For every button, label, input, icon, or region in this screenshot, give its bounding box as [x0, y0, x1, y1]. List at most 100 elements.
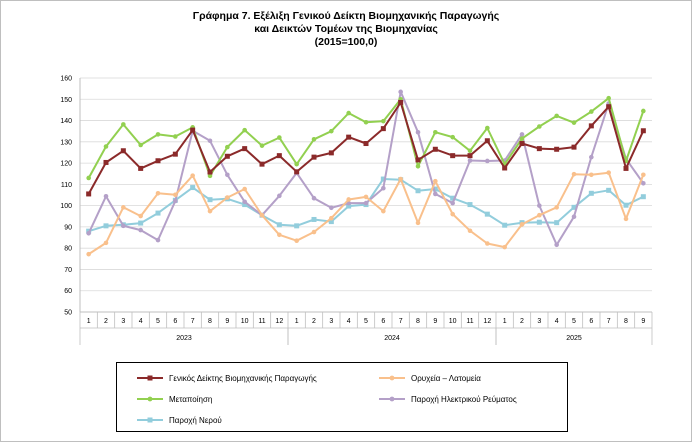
- data-point: [554, 113, 559, 119]
- data-point: [155, 132, 161, 137]
- data-point: [138, 227, 143, 233]
- data-point: [554, 146, 560, 152]
- x-tick-label: 1: [295, 318, 299, 325]
- data-point: [207, 208, 213, 214]
- legend-item: Παροχή Νερού: [137, 413, 222, 427]
- year-label: 2025: [566, 335, 582, 342]
- x-tick-label: 4: [347, 318, 351, 325]
- data-point: [242, 146, 248, 152]
- data-point: [103, 223, 109, 229]
- data-point: [103, 159, 109, 165]
- x-tick-label: 4: [139, 318, 143, 325]
- x-tick-label: 5: [364, 318, 368, 325]
- x-tick-label: 5: [156, 318, 160, 325]
- legend-item: Παροχή Ηλεκτρικού Ρεύματος: [379, 392, 517, 406]
- series-line: [87, 90, 645, 246]
- year-label: 2023: [176, 335, 192, 342]
- data-point: [311, 154, 317, 160]
- data-point: [415, 163, 421, 169]
- data-point: [242, 199, 247, 205]
- series-line: [88, 171, 645, 255]
- x-tick-label: 12: [275, 318, 283, 325]
- data-point: [571, 120, 577, 125]
- data-point: [606, 187, 612, 193]
- data-point: [173, 198, 178, 204]
- legend-item: Μεταποίηση: [137, 392, 212, 406]
- data-point: [190, 185, 196, 191]
- data-point: [606, 95, 611, 101]
- x-tick-label: 2: [104, 318, 108, 325]
- data-point: [571, 144, 577, 150]
- data-point: [363, 200, 369, 206]
- data-point: [640, 194, 646, 200]
- data-point: [329, 205, 334, 211]
- y-tick-label: 140: [60, 118, 72, 125]
- data-point: [207, 138, 213, 144]
- data-point: [207, 173, 213, 179]
- data-point: [381, 208, 386, 214]
- x-tick-label: 3: [121, 318, 125, 325]
- x-tick-label: 11: [258, 318, 265, 325]
- data-point: [346, 197, 351, 202]
- y-tick-label: 50: [64, 310, 72, 317]
- data-point: [641, 172, 646, 178]
- data-point: [588, 123, 594, 129]
- legend: Γενικός Δείκτης Βιομηχανικής Παραγωγής Ορ…: [116, 362, 568, 432]
- y-tick-label: 120: [60, 161, 72, 168]
- data-point: [363, 119, 369, 125]
- data-point: [381, 185, 386, 191]
- legend-swatch: [137, 396, 163, 402]
- data-point: [225, 144, 230, 150]
- data-point: [641, 108, 646, 114]
- data-point: [467, 148, 473, 154]
- data-point: [380, 126, 386, 132]
- x-tick-label: 2: [520, 318, 524, 325]
- data-point: [571, 214, 577, 219]
- data-point: [380, 176, 386, 182]
- data-point: [467, 202, 473, 208]
- data-point: [484, 211, 490, 217]
- data-point: [450, 211, 455, 217]
- data-point: [433, 129, 438, 135]
- y-tick-label: 130: [60, 139, 72, 146]
- data-point: [138, 142, 143, 148]
- data-point: [450, 195, 456, 201]
- data-point: [381, 118, 386, 124]
- data-point: [415, 220, 421, 226]
- x-tick-label: 7: [399, 318, 403, 325]
- data-point: [346, 134, 352, 140]
- legend-label: Ορυχεία – Λατομεία: [411, 373, 481, 383]
- chart-title-line-2: και Δεικτών Τομέων της Βιομηχανίας: [254, 23, 438, 35]
- data-point: [103, 144, 109, 149]
- data-point: [207, 197, 213, 203]
- data-point: [173, 192, 178, 198]
- data-point: [640, 128, 646, 134]
- y-tick-label: 60: [64, 288, 72, 295]
- y-tick-label: 90: [64, 224, 72, 231]
- data-point: [502, 244, 507, 250]
- data-point: [172, 151, 178, 157]
- y-tick-label: 110: [61, 182, 72, 189]
- data-point: [363, 141, 369, 147]
- data-point: [536, 146, 542, 152]
- data-point: [623, 202, 629, 208]
- x-tick-label: 1: [87, 318, 91, 325]
- data-point: [432, 186, 438, 192]
- data-point: [623, 216, 629, 222]
- data-point: [276, 153, 282, 159]
- x-tick-label: 2: [312, 318, 316, 325]
- x-tick-label: 7: [191, 318, 195, 325]
- data-point: [328, 219, 334, 225]
- legend-label: Παροχή Ηλεκτρικού Ρεύματος: [411, 394, 517, 404]
- legend-item: Γενικός Δείκτης Βιομηχανικής Παραγωγής: [137, 371, 317, 385]
- x-tick-label: 10: [449, 318, 457, 325]
- data-point: [589, 109, 594, 114]
- series-line: [87, 97, 645, 179]
- data-point: [537, 124, 542, 129]
- data-point: [225, 195, 230, 200]
- data-point: [433, 178, 438, 184]
- data-point: [207, 169, 213, 175]
- data-point: [103, 193, 109, 199]
- data-point: [554, 242, 559, 248]
- data-point: [328, 150, 334, 156]
